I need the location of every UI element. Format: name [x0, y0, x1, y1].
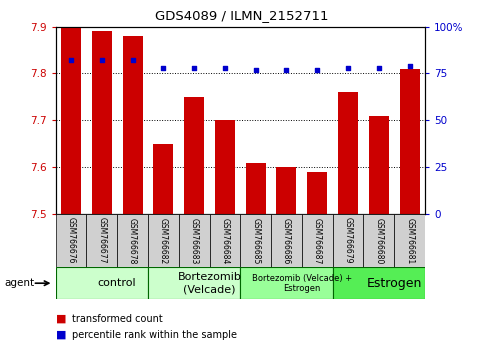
- Text: GDS4089 / ILMN_2152711: GDS4089 / ILMN_2152711: [155, 9, 328, 22]
- Text: GSM766686: GSM766686: [282, 217, 291, 264]
- Text: Bortezomib (Velcade) +
Estrogen: Bortezomib (Velcade) + Estrogen: [252, 274, 352, 293]
- Text: Estrogen: Estrogen: [367, 277, 422, 290]
- Bar: [153, 144, 173, 214]
- Text: Bortezomib
(Velcade): Bortezomib (Velcade): [178, 272, 242, 294]
- Text: control: control: [98, 278, 136, 288]
- Text: percentile rank within the sample: percentile rank within the sample: [72, 330, 238, 339]
- Bar: [394, 214, 425, 267]
- Bar: [276, 167, 297, 214]
- Bar: [246, 162, 266, 214]
- Bar: [271, 214, 302, 267]
- Bar: [307, 172, 327, 214]
- Bar: [364, 214, 394, 267]
- Bar: [184, 97, 204, 214]
- Text: GSM766682: GSM766682: [159, 218, 168, 264]
- Text: GSM766680: GSM766680: [374, 217, 384, 264]
- Point: [190, 65, 198, 71]
- Bar: [399, 69, 420, 214]
- Text: ■: ■: [56, 314, 66, 324]
- Bar: [148, 267, 241, 299]
- Point: [406, 63, 413, 69]
- Text: GSM766679: GSM766679: [343, 217, 353, 264]
- Text: GSM766677: GSM766677: [97, 217, 106, 264]
- Text: agent: agent: [5, 278, 35, 288]
- Bar: [148, 214, 179, 267]
- Bar: [56, 267, 148, 299]
- Text: GSM766683: GSM766683: [190, 217, 199, 264]
- Bar: [179, 214, 210, 267]
- Text: ■: ■: [56, 330, 66, 339]
- Bar: [302, 214, 333, 267]
- Bar: [86, 214, 117, 267]
- Text: transformed count: transformed count: [72, 314, 163, 324]
- Bar: [333, 214, 364, 267]
- Text: GSM766676: GSM766676: [67, 217, 75, 264]
- Bar: [117, 214, 148, 267]
- Bar: [369, 116, 389, 214]
- Bar: [240, 214, 271, 267]
- Text: GSM766685: GSM766685: [251, 217, 260, 264]
- Bar: [123, 36, 142, 214]
- Point: [67, 57, 75, 63]
- Point: [98, 57, 106, 63]
- Bar: [56, 214, 86, 267]
- Point: [159, 65, 167, 71]
- Point: [344, 65, 352, 71]
- Text: GSM766678: GSM766678: [128, 217, 137, 264]
- Text: GSM766684: GSM766684: [220, 217, 229, 264]
- Bar: [338, 92, 358, 214]
- Bar: [215, 120, 235, 214]
- Bar: [92, 31, 112, 214]
- Point: [313, 67, 321, 73]
- Point: [375, 65, 383, 71]
- Bar: [61, 27, 81, 214]
- Text: GSM766687: GSM766687: [313, 217, 322, 264]
- Bar: [333, 267, 425, 299]
- Point: [283, 67, 290, 73]
- Point: [252, 67, 259, 73]
- Point: [221, 65, 229, 71]
- Text: GSM766681: GSM766681: [405, 218, 414, 264]
- Bar: [210, 214, 240, 267]
- Point: [128, 57, 136, 63]
- Bar: [240, 267, 333, 299]
